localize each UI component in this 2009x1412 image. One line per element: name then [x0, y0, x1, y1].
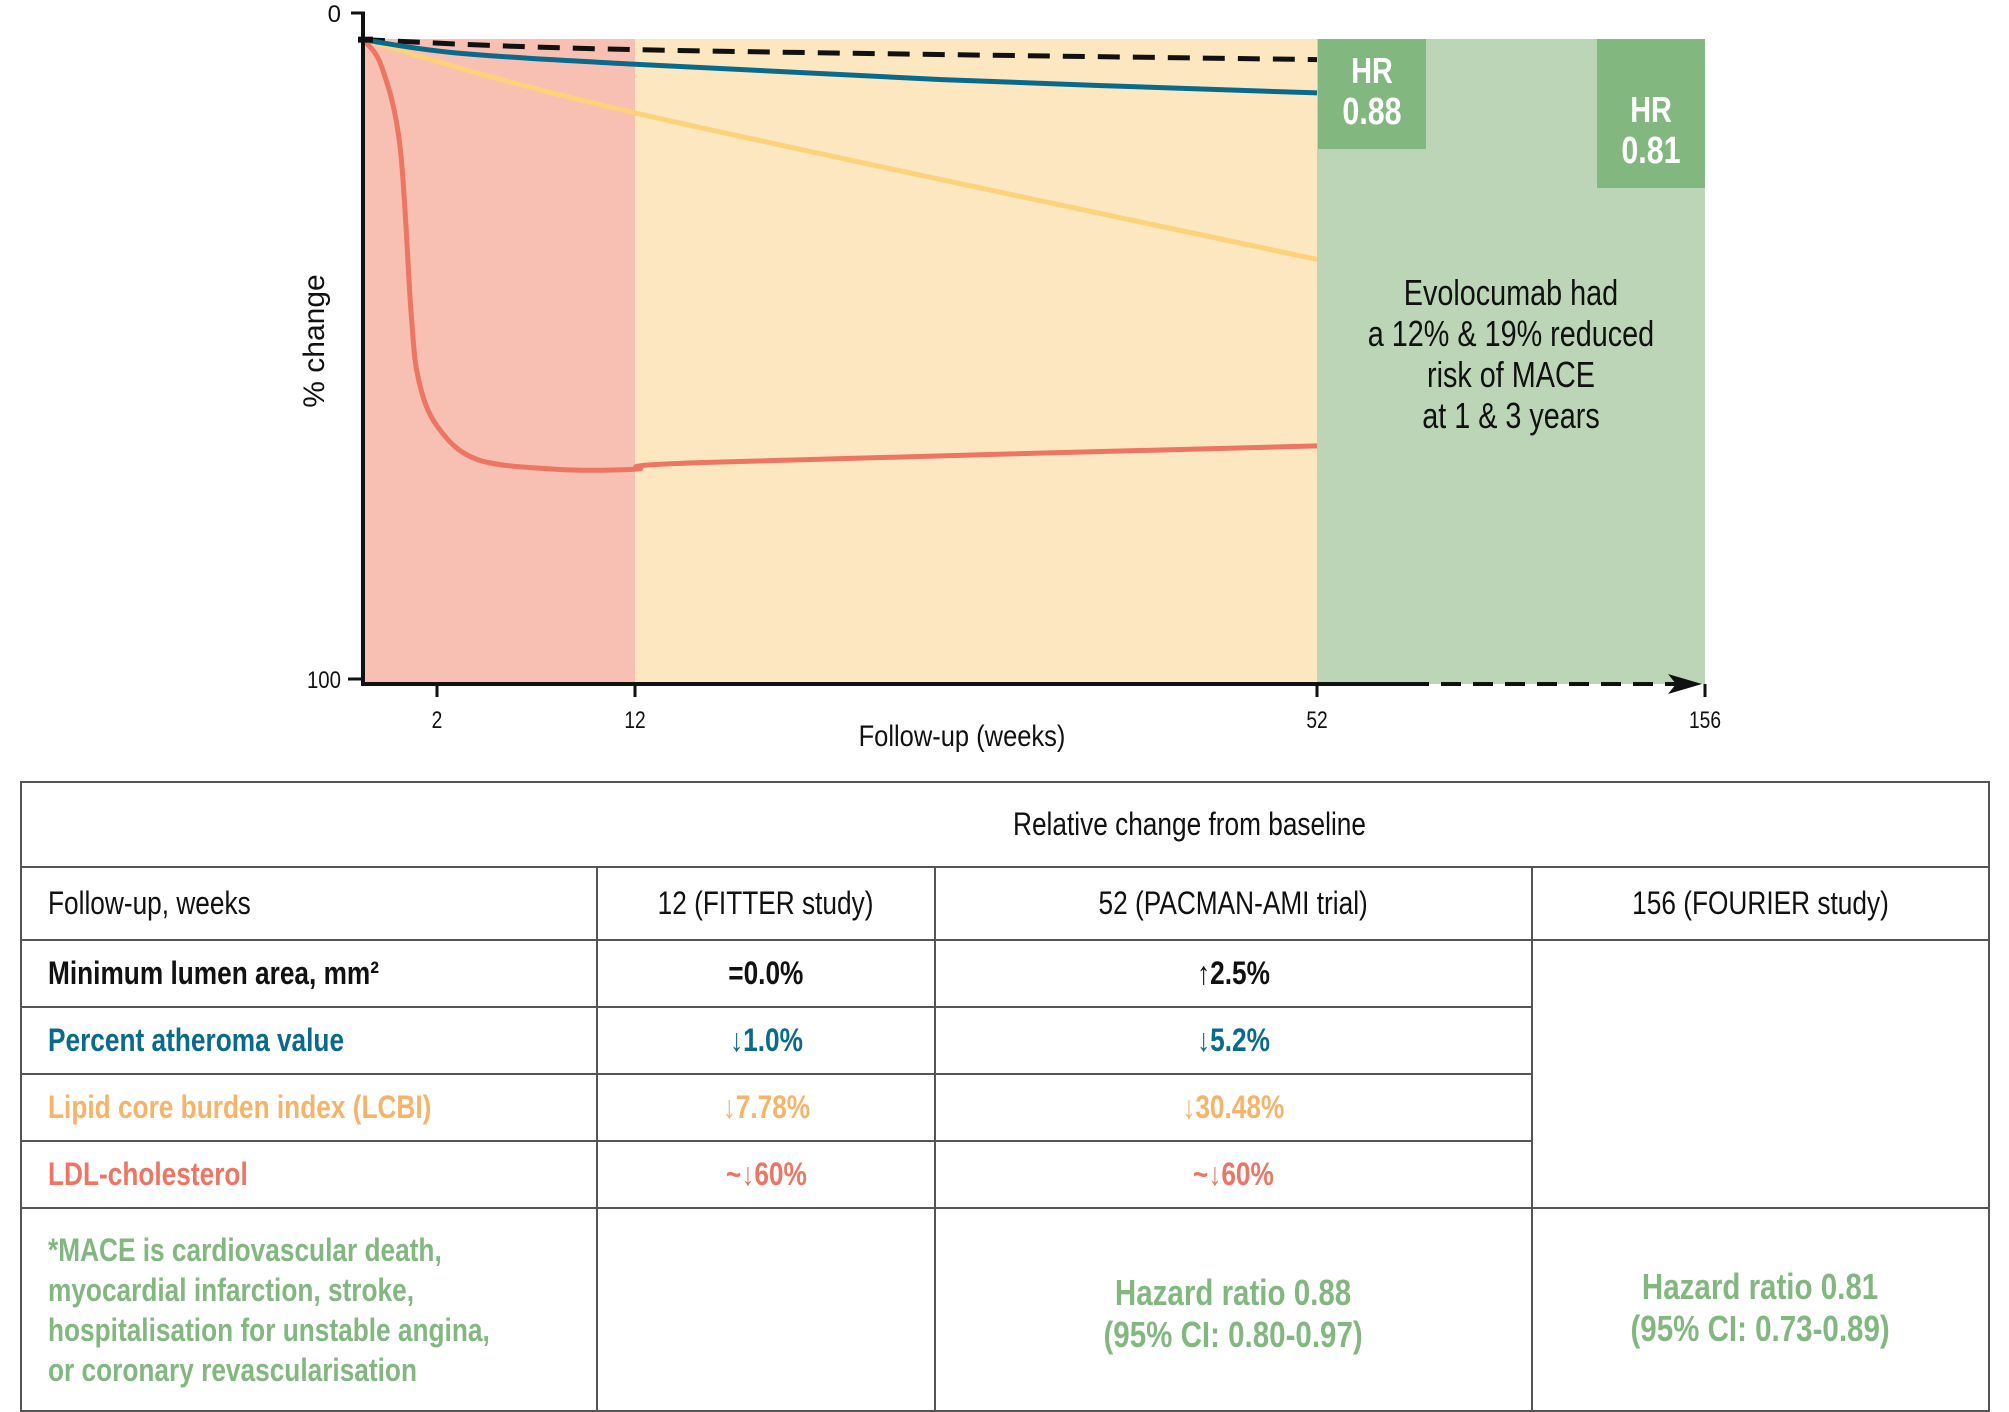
x-tick-label: 52 — [1306, 706, 1327, 734]
column-header-text: 156 (FOURIER study) — [1632, 885, 1889, 921]
footnote-line: *MACE is cardiovascular death, — [48, 1231, 442, 1268]
table-cell: ~↓60% — [596, 1140, 936, 1209]
annotation-line: risk of MACE — [1427, 354, 1595, 395]
row-label: LDL-cholesterol — [20, 1140, 598, 1209]
arrow-head-icon — [1668, 674, 1702, 694]
table-span-header-row: Relative change from baseline — [20, 781, 1991, 868]
hr-boxes: HR0.88 HR0.81 — [1318, 39, 1705, 188]
hr-box-label: HR — [1351, 50, 1393, 91]
region-pacman-ami-period — [635, 39, 1317, 684]
cell-value: ~↓60% — [1193, 1156, 1274, 1192]
hazard-ratio-ci: (95% CI: 0.73-0.89) — [1630, 1307, 1891, 1349]
table-row: Lipid core burden index (LCBI) ↓7.78% ↓3… — [20, 1073, 1989, 1142]
cell-value: ↓30.48% — [1182, 1089, 1285, 1125]
column-header: Follow-up, weeks — [20, 866, 598, 941]
table-cell-empty — [1530, 939, 1991, 1209]
span-header: Relative change from baseline — [597, 781, 1991, 868]
empty-cell — [20, 781, 597, 868]
row-label: Percent atheroma value — [20, 1006, 598, 1075]
x-axis-title: Follow-up (weeks) — [859, 719, 1066, 752]
hr-box — [1318, 39, 1426, 149]
footnote-line: myocardial infarction, stroke, — [48, 1271, 415, 1308]
column-header-text: Follow-up, weeks — [48, 885, 251, 921]
table-row: Percent atheroma value ↓1.0% ↓5.2% — [20, 1006, 1989, 1075]
results-table: Relative change from baseline Follow-up,… — [20, 781, 1991, 1412]
table-cell: ~↓60% — [934, 1140, 1533, 1209]
cell-value: ~↓60% — [725, 1156, 807, 1192]
x-tick-label: 12 — [624, 706, 645, 734]
table-cell: ↓30.48% — [934, 1073, 1533, 1142]
column-header: 156 (FOURIER study) — [1530, 866, 1991, 941]
hazard-ratio-156: Hazard ratio 0.81 (95% CI: 0.73-0.89) — [1530, 1207, 1991, 1412]
x-tick-label: 156 — [1689, 706, 1721, 734]
column-header-text: 12 (FITTER study) — [658, 885, 874, 921]
y-tick-label: 0 — [328, 1, 341, 28]
column-header-text: 52 (PACMAN-AMI trial) — [1098, 885, 1369, 921]
table-cell: ↓1.0% — [596, 1006, 936, 1075]
table-cell: ↓5.2% — [934, 1006, 1533, 1075]
series-percent-atheroma-value — [362, 37, 1318, 96]
series-ldl-cholesterol — [360, 38, 1318, 473]
cell-value: ↓7.78% — [722, 1089, 810, 1125]
hazard-ratio-52: Hazard ratio 0.88 (95% CI: 0.80-0.97) — [934, 1207, 1533, 1412]
region-fitter-period — [363, 39, 635, 684]
column-header: 52 (PACMAN-AMI trial) — [934, 866, 1533, 941]
row-label: Lipid core burden index (LCBI) — [20, 1073, 598, 1142]
hr-box-value: 0.81 — [1621, 130, 1680, 172]
row-label-text: Lipid core burden index (LCBI) — [48, 1089, 432, 1125]
row-label-text: LDL-cholesterol — [48, 1156, 248, 1192]
table-header-row: Follow-up, weeks 12 (FITTER study) 52 (P… — [20, 866, 1991, 941]
hr-box — [1597, 39, 1705, 188]
table-cell-empty — [596, 1207, 936, 1412]
table-cell: ↓7.78% — [596, 1073, 936, 1142]
annotation-line: Evolocumab had — [1404, 272, 1618, 313]
cell-value: ↓1.0% — [729, 1022, 803, 1058]
series-lipid-core-burden-index — [362, 37, 1318, 262]
annotation-line: a 12% & 19% reduced — [1368, 313, 1654, 354]
table-footnote-row: *MACE is cardiovascular death, myocardia… — [20, 1207, 1991, 1412]
cell-value: =0.0% — [728, 955, 804, 991]
y-axis-title: % change — [298, 274, 331, 407]
table-row: Minimum lumen area, mm² =0.0% ↑2.5% — [20, 939, 1991, 1209]
row-label-text: Percent atheroma value — [48, 1022, 345, 1058]
chart-axes — [348, 11, 1707, 697]
cell-value: ↑2.5% — [1197, 955, 1270, 991]
row-label-text: Minimum lumen area, mm² — [48, 955, 379, 991]
table-cell: =0.0% — [596, 939, 936, 1008]
series-minimum-lumen-area — [362, 37, 1318, 63]
table-cell: ↑2.5% — [934, 939, 1533, 1008]
cell-value: ↓5.2% — [1197, 1022, 1270, 1058]
hazard-ratio-text: Hazard ratio 0.88 — [1115, 1271, 1352, 1313]
hazard-ratio-text: Hazard ratio 0.81 — [1642, 1265, 1879, 1307]
hr-box-value: 0.88 — [1342, 91, 1401, 133]
mace-footnote: *MACE is cardiovascular death, myocardia… — [20, 1207, 598, 1412]
x-tick-label: 2 — [432, 706, 443, 734]
chart-series — [360, 37, 1318, 473]
hr-box-label: HR — [1630, 89, 1672, 130]
column-header: 12 (FITTER study) — [596, 866, 936, 941]
table-row: LDL-cholesterol ~↓60% ~↓60% — [20, 1140, 1989, 1209]
hazard-ratio-ci: (95% CI: 0.80-0.97) — [1103, 1313, 1364, 1355]
y-tick-label: 100 — [307, 666, 341, 693]
span-header-text: Relative change from baseline — [1013, 806, 1366, 842]
footnote-line: or coronary revascularisation — [48, 1351, 417, 1388]
row-label: Minimum lumen area, mm² — [20, 939, 598, 1008]
footnote-line: hospitalisation for unstable angina, — [48, 1311, 490, 1348]
annotation-line: at 1 & 3 years — [1422, 395, 1600, 436]
